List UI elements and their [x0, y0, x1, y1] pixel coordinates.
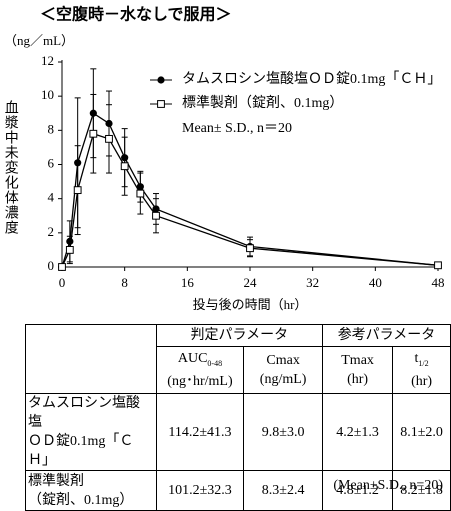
column-name: t: [414, 350, 419, 366]
column-unit: (hr): [411, 374, 433, 390]
point: [89, 129, 98, 138]
row-label-line: タムスロシン塩酸塩: [28, 396, 140, 430]
x-tick-label: 24: [244, 275, 258, 290]
value-cell: 4.8±1.2: [321, 470, 394, 511]
header-row: 判定パラメータ 参考パラメータ: [25, 324, 451, 394]
y-tick-label: 6: [48, 155, 55, 170]
point: [105, 134, 113, 143]
point: [65, 246, 74, 254]
value-cell: 114.2±41.3: [155, 393, 245, 471]
point: [73, 186, 82, 195]
column-header: t1/2 (hr): [392, 346, 451, 394]
row-label: 標準製剤 （錠剤、0.1mg）: [25, 470, 157, 511]
column-header: Cmax (ng/mL): [243, 346, 323, 394]
point: [246, 244, 254, 253]
value-cell: 101.2±32.3: [155, 470, 245, 511]
corner-cell: [25, 324, 157, 394]
x-tick-label: 0: [59, 275, 66, 290]
legend-label: 標準製剤（錠剤、0.1mg）: [182, 95, 343, 111]
column-subscript: 1/2: [418, 358, 429, 368]
legend-marker: [157, 100, 165, 108]
column-unit: (ng/mL): [259, 372, 307, 387]
column-name: AUC: [177, 350, 208, 366]
heading: ＜空腹時－水なしで服用＞: [40, 5, 232, 24]
x-tick-label: 40: [369, 275, 382, 290]
y-tick-label: 12: [41, 53, 54, 68]
value-cell: 4.2±1.3: [321, 393, 394, 471]
value-cell: 8.1±2.0: [392, 393, 451, 471]
y-tick-label: 0: [48, 258, 55, 273]
group-header: 判定パラメータ: [155, 324, 323, 347]
parameter-table: 判定パラメータ 参考パラメータ AUC0-48 (ng･hr/mL) Cmax (ng/m…: [25, 324, 451, 511]
y-axis-label: 血漿中未変化体濃度: [3, 100, 19, 235]
x-tick-label: 48: [432, 275, 445, 290]
y-tick-label: 8: [48, 121, 55, 136]
point: [58, 263, 66, 271]
x-tick-label: 32: [306, 275, 319, 290]
point: [434, 261, 442, 270]
data-row: 標準製剤 （錠剤、0.1mg） 101.2±32.3 8.3±2.4 4.8±1.2 8.…: [25, 470, 451, 511]
row-label-line: 標準製剤: [28, 473, 84, 489]
column-header: Tmax (hr): [321, 346, 394, 394]
legend-label: タムスロシン塩酸塩ＯＤ錠0.1mg「ＣＨ」: [182, 71, 441, 87]
group-header: 参考パラメータ: [321, 324, 451, 347]
column-unit: (ng･hr/mL): [167, 374, 233, 390]
row-label-line: ＯＤ錠0.1mg「ＣＨ」: [28, 434, 134, 468]
value-cell: 8.2±1.8: [392, 470, 451, 511]
point: [136, 189, 145, 198]
y-tick-label: 10: [41, 87, 54, 102]
column-header: AUC0-48 (ng･hr/mL): [155, 346, 245, 394]
x-tick-label: 16: [181, 275, 195, 290]
chart: ＜空腹時－水なしで服用＞ （ng／mL） 血漿中未変化体濃度 投与後の時間（hr…: [3, 5, 445, 312]
x-axis-label: 投与後の時間（hr）: [193, 297, 308, 312]
series-line: [61, 112, 439, 268]
value-cell: 9.8±3.0: [243, 393, 323, 471]
x-tick-label: 8: [121, 275, 128, 290]
y-tick-label: 4: [48, 190, 55, 205]
data-row: タムスロシン塩酸塩 ＯＤ錠0.1mg「ＣＨ」 114.2±41.3 9.8±3.0 4.…: [25, 393, 451, 471]
row-label: タムスロシン塩酸塩 ＯＤ錠0.1mg「ＣＨ」: [25, 393, 157, 471]
y-tick-label: 2: [48, 224, 55, 239]
column-name: Cmax: [266, 353, 300, 368]
footnote: (Mean±S.D., n=20): [333, 478, 443, 493]
point: [152, 211, 160, 220]
y-unit-label: （ng／mL）: [4, 33, 74, 48]
column-subscript: 0-48: [207, 358, 223, 368]
annotation: Mean± S.D., n＝20: [182, 121, 292, 136]
point: [120, 162, 129, 171]
row-label-line: （錠剤、0.1mg）: [28, 492, 134, 508]
value-cell: 8.3±2.4: [243, 470, 323, 511]
legend-marker: [157, 76, 165, 84]
series-line: [61, 132, 439, 268]
column-unit: (hr): [347, 372, 369, 387]
column-name: Tmax: [341, 353, 374, 368]
